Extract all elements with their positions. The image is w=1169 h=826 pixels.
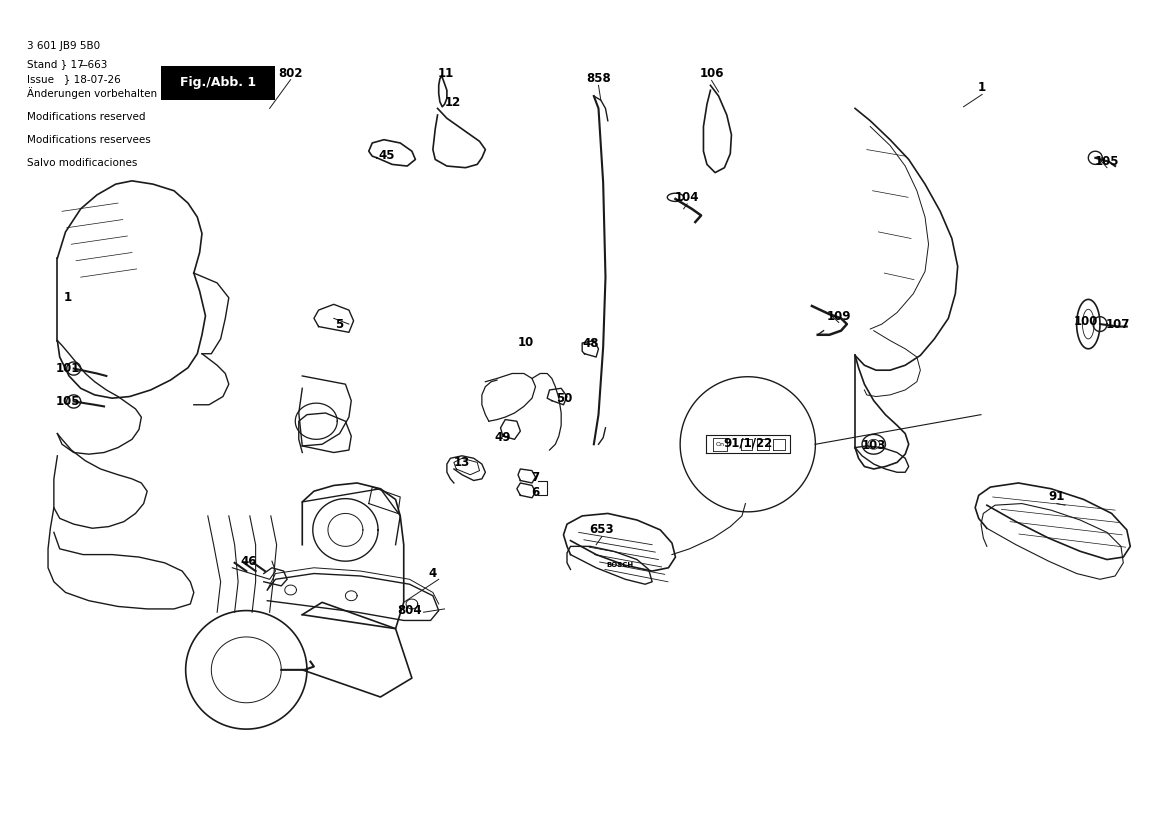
Text: 105: 105 xyxy=(56,395,81,408)
Text: 1: 1 xyxy=(978,81,987,94)
Text: 100: 100 xyxy=(1074,316,1098,328)
Text: Änderungen vorbehalten: Änderungen vorbehalten xyxy=(27,87,157,98)
Text: 49: 49 xyxy=(494,431,511,444)
Text: 104: 104 xyxy=(675,191,699,204)
Text: Fig./Abb. 1: Fig./Abb. 1 xyxy=(180,76,256,89)
Text: 105: 105 xyxy=(1094,154,1119,168)
Text: Salvo modificaciones: Salvo modificaciones xyxy=(27,158,138,168)
Text: 858: 858 xyxy=(586,72,611,85)
Text: 7: 7 xyxy=(532,471,540,484)
Text: 101: 101 xyxy=(56,362,79,375)
Text: 3 601 JB9 5B0: 3 601 JB9 5B0 xyxy=(27,41,101,51)
Text: 5: 5 xyxy=(336,318,344,331)
Text: 13: 13 xyxy=(454,456,470,469)
Text: 50: 50 xyxy=(556,392,573,405)
Text: 91: 91 xyxy=(1049,491,1065,504)
Text: 804: 804 xyxy=(397,604,422,617)
Text: 109: 109 xyxy=(826,311,851,323)
Text: Stand } 17-̶663: Stand } 17-̶663 xyxy=(27,59,108,69)
Text: 48: 48 xyxy=(582,336,599,349)
Text: BOSCH: BOSCH xyxy=(606,563,634,568)
Text: 10: 10 xyxy=(518,335,534,349)
Text: 45: 45 xyxy=(378,149,394,162)
Text: Issue   } 18-07-26: Issue } 18-07-26 xyxy=(27,74,120,83)
Text: 653: 653 xyxy=(589,524,614,536)
Text: 802: 802 xyxy=(278,67,303,79)
Text: Modifications reserved: Modifications reserved xyxy=(27,112,146,121)
Text: 106: 106 xyxy=(699,68,724,80)
Text: 107: 107 xyxy=(1105,317,1129,330)
FancyBboxPatch shape xyxy=(161,65,276,100)
Text: 11: 11 xyxy=(437,68,454,80)
Text: 12: 12 xyxy=(444,96,461,109)
Text: 46: 46 xyxy=(241,555,257,567)
Text: 1: 1 xyxy=(64,292,72,304)
Text: 6: 6 xyxy=(532,487,540,500)
Text: 4: 4 xyxy=(429,567,437,580)
Text: 91/1/22: 91/1/22 xyxy=(724,436,773,449)
Text: 103: 103 xyxy=(862,439,886,452)
Text: Modifications reservees: Modifications reservees xyxy=(27,135,151,145)
Text: On: On xyxy=(715,442,725,447)
